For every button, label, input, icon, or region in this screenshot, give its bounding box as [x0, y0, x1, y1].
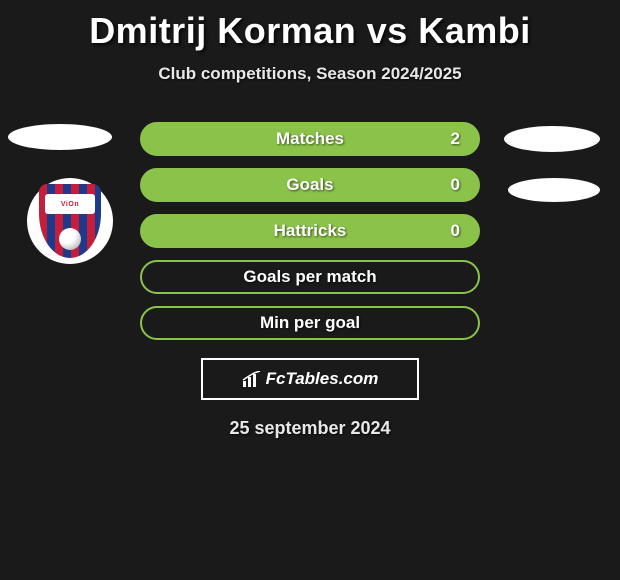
player-placeholder-right-1: [504, 126, 600, 152]
player-placeholder-right-2: [508, 178, 600, 202]
stat-label: Min per goal: [260, 313, 360, 333]
stat-row: Goals per match: [140, 260, 480, 294]
shield-icon: ViOn: [39, 184, 101, 258]
stat-label: Hattricks: [274, 221, 347, 241]
stat-label: Goals: [286, 175, 333, 195]
stat-label: Goals per match: [243, 267, 376, 287]
stat-value: 0: [451, 175, 460, 195]
chart-icon: [242, 371, 262, 387]
subtitle: Club competitions, Season 2024/2025: [0, 64, 620, 84]
stat-row: Goals 0: [140, 168, 480, 202]
watermark-text: FcTables.com: [266, 369, 379, 389]
club-badge: ViOn: [27, 178, 113, 264]
soccer-ball-icon: [59, 228, 81, 250]
stat-row: Min per goal: [140, 306, 480, 340]
page-title: Dmitrij Korman vs Kambi: [0, 0, 620, 52]
date-label: 25 september 2024: [0, 418, 620, 439]
player-placeholder-left: [8, 124, 112, 150]
stat-row: Matches 2: [140, 122, 480, 156]
stat-row: Hattricks 0: [140, 214, 480, 248]
badge-label: ViOn: [61, 201, 79, 208]
stat-label: Matches: [276, 129, 344, 149]
stat-value: 0: [451, 221, 460, 241]
watermark: FcTables.com: [201, 358, 419, 400]
stat-value: 2: [451, 129, 460, 149]
